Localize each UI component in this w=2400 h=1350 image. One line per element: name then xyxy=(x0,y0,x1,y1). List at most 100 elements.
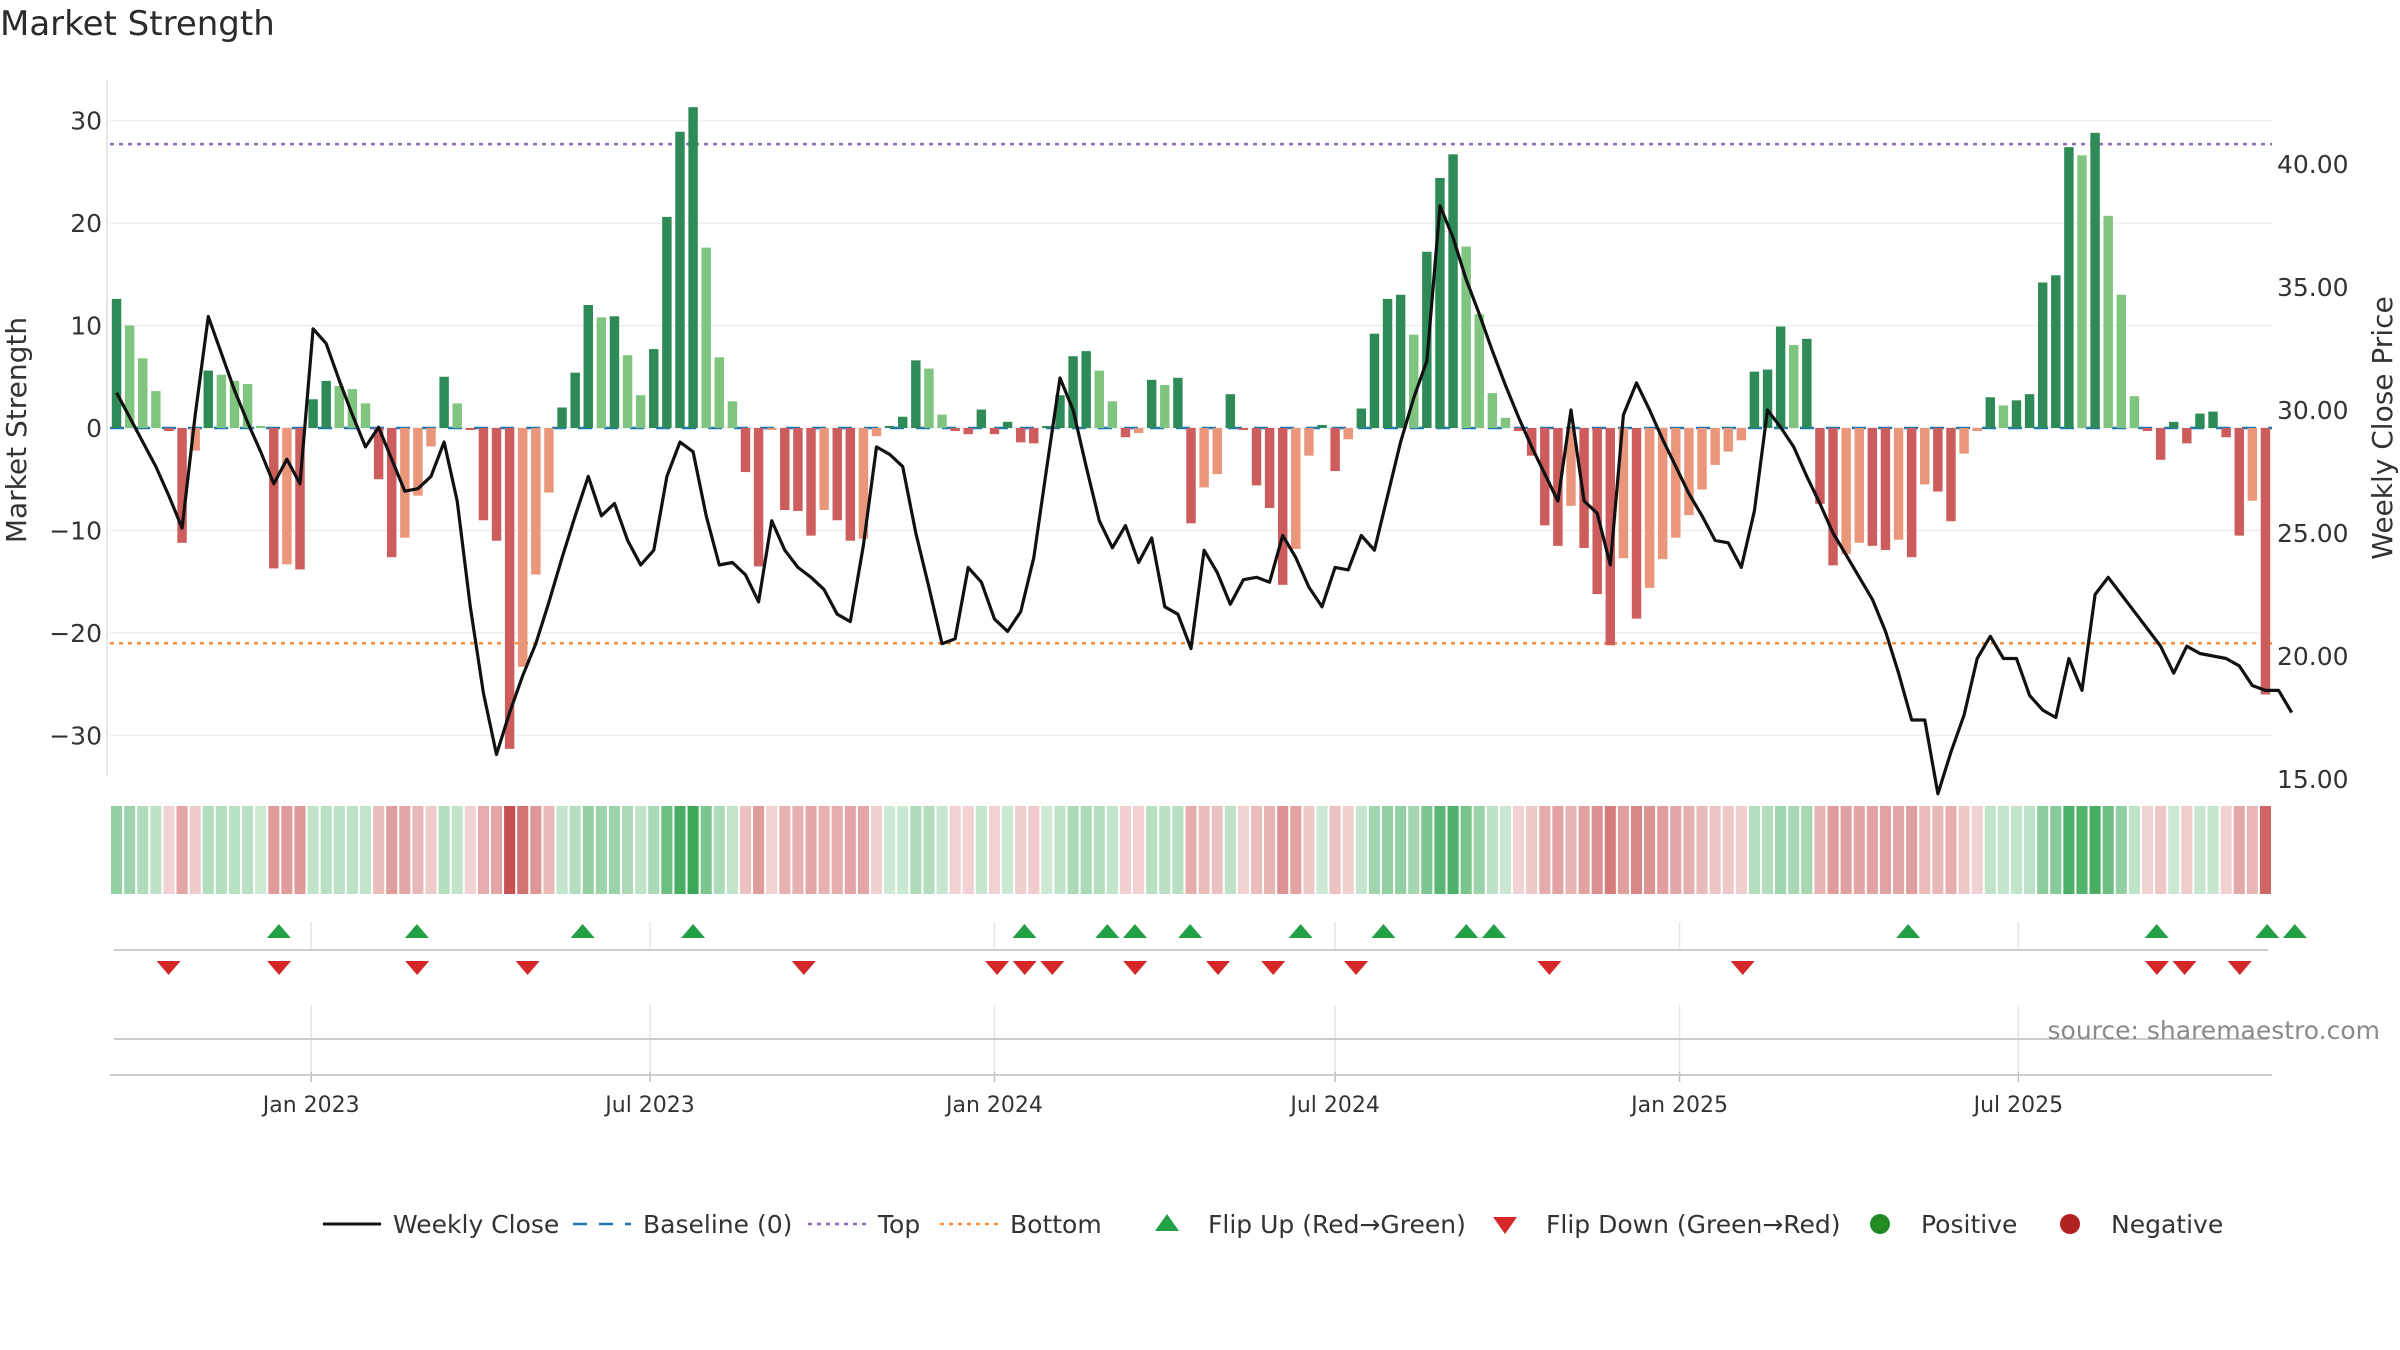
strength-bar xyxy=(1278,428,1288,585)
flip-up-marker xyxy=(1454,924,1479,938)
strength-cell xyxy=(386,806,398,894)
strength-bar xyxy=(1356,408,1367,428)
y-tick-label: 10 xyxy=(70,312,102,341)
legend-swatch-flip-down xyxy=(1493,1217,1517,1234)
strength-bar xyxy=(2142,428,2153,432)
strength-bar xyxy=(1553,428,1563,546)
y2-tick-label: 35.00 xyxy=(2277,273,2349,302)
strength-bar xyxy=(1068,356,1078,428)
strength-cell xyxy=(1722,806,1734,894)
strength-cell xyxy=(1984,806,1996,894)
strength-cell xyxy=(2259,806,2271,894)
y-tick-label: 30 xyxy=(70,107,102,136)
strength-cell xyxy=(490,806,503,894)
strength-cell xyxy=(530,806,542,894)
flip-up-marker xyxy=(681,924,706,938)
strength-bar xyxy=(1160,384,1170,428)
strength-bar xyxy=(635,395,646,428)
strength-bar xyxy=(1029,428,1039,444)
strength-bar xyxy=(1644,428,1655,588)
strength-cell xyxy=(792,806,804,894)
strength-bar xyxy=(1815,428,1825,504)
strength-bar xyxy=(1854,428,1864,543)
strength-bar xyxy=(360,403,371,428)
strength-bar xyxy=(518,428,528,667)
strength-cell xyxy=(1093,806,1105,894)
strength-cell xyxy=(2181,806,2193,894)
flip-down-marker xyxy=(405,961,430,975)
strength-bar xyxy=(1212,428,1222,475)
source-credit: source: sharemaestro.com xyxy=(2048,1016,2381,1045)
strength-cell xyxy=(1552,806,1564,894)
strength-bar xyxy=(124,325,135,428)
strength-cell xyxy=(674,806,686,894)
strength-cell xyxy=(713,806,725,894)
strength-cell xyxy=(1958,806,1970,894)
legend-item: Flip Up (Red→Green) xyxy=(1155,1210,1466,1239)
strength-cell xyxy=(635,806,647,894)
strength-cell xyxy=(124,806,136,894)
strength-bar xyxy=(1828,428,1838,566)
flip-down-marker xyxy=(515,961,540,975)
strength-cell xyxy=(150,806,162,894)
strength-cell xyxy=(1591,806,1603,894)
strength-bar xyxy=(1592,428,1602,595)
strength-bar xyxy=(2182,428,2192,444)
strength-cell xyxy=(1159,806,1171,894)
strength-cell xyxy=(897,806,909,894)
strength-cell xyxy=(1211,806,1223,894)
strength-bar xyxy=(269,428,279,569)
strength-cell xyxy=(1486,806,1498,894)
flip-up-marker xyxy=(1178,924,1203,938)
strength-cell xyxy=(1644,806,1656,894)
flip-down-marker xyxy=(2144,961,2169,975)
strength-bar xyxy=(1959,428,1969,454)
strength-bar xyxy=(1762,369,1773,428)
strength-cell xyxy=(1788,806,1800,894)
legend-item: Baseline (0) xyxy=(573,1210,792,1239)
strength-cell xyxy=(1342,806,1354,894)
strength-bar xyxy=(400,428,410,538)
strength-cell xyxy=(1421,806,1433,894)
strength-bar xyxy=(845,428,856,541)
legend-label: Flip Up (Red→Green) xyxy=(1208,1210,1466,1239)
y2-tick-label: 15.00 xyxy=(2277,765,2349,794)
y-tick-label: −20 xyxy=(49,619,102,648)
strength-cell xyxy=(870,806,883,894)
flip-marker-panel xyxy=(114,924,2307,1040)
flip-up-marker xyxy=(1371,924,1396,938)
strength-cell xyxy=(1997,806,2009,894)
strength-cell xyxy=(1827,806,1839,894)
flip-down-marker xyxy=(156,961,181,975)
strength-cell xyxy=(1814,806,1826,894)
legend-label: Positive xyxy=(1921,1210,2017,1239)
strength-cell xyxy=(1945,806,1957,894)
strength-cell xyxy=(464,806,476,894)
flip-down-marker xyxy=(2172,961,2197,975)
strength-cell xyxy=(1513,806,1525,894)
strength-bar xyxy=(1920,428,1930,485)
strength-cell xyxy=(1002,806,1014,894)
strength-cell xyxy=(1670,806,1682,894)
flip-down-marker xyxy=(791,961,816,975)
strength-bar xyxy=(675,131,685,428)
legend-item: Bottom xyxy=(940,1210,1102,1239)
strength-bar xyxy=(714,357,725,428)
flip-down-marker xyxy=(1344,961,1369,975)
y-tick-label: −10 xyxy=(49,517,102,546)
strength-cell xyxy=(1329,806,1341,894)
strength-cell xyxy=(818,806,830,894)
legend-swatch-flip-up xyxy=(1155,1214,1179,1231)
strength-cell xyxy=(189,806,201,894)
strength-bar xyxy=(1710,428,1720,465)
strength-cell xyxy=(1381,806,1394,894)
strength-cell xyxy=(1277,806,1289,894)
strength-bar xyxy=(1487,393,1498,428)
strength-bar xyxy=(1618,428,1629,559)
flip-down-marker xyxy=(1012,961,1037,975)
strength-bar xyxy=(1448,154,1458,428)
strength-cell xyxy=(1224,806,1236,894)
strength-cell xyxy=(1473,806,1485,894)
strength-bar xyxy=(1749,371,1760,428)
strength-cell xyxy=(359,806,372,894)
